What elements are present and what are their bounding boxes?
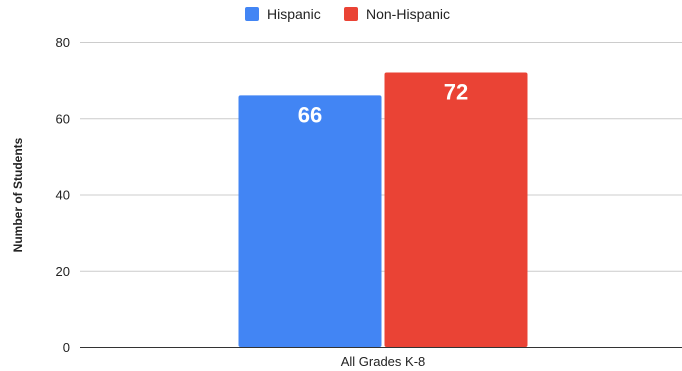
legend-swatch-hispanic [245,7,259,21]
y-axis-title: Number of Students [11,137,25,252]
y-tick-label: 20 [56,264,70,279]
bar-hispanic [238,95,382,347]
data-label-non-hispanic: 72 [444,80,468,105]
data-label-hispanic: 66 [298,102,322,127]
y-tick-label: 0 [63,340,70,355]
y-tick-label: 80 [56,35,70,50]
y-tick-label: 40 [56,188,70,203]
y-tick-label: 60 [56,111,70,126]
bars [238,72,528,347]
y-tick-labels: 0 20 40 60 80 [56,35,70,355]
data-labels: 66 72 [298,80,468,128]
legend-label-non-hispanic: Non-Hispanic [366,6,450,22]
legend-swatch-non-hispanic [344,7,358,21]
legend: Hispanic Non-Hispanic [245,6,450,22]
bar-non-hispanic [384,72,528,347]
x-category-label: All Grades K-8 [341,354,426,369]
legend-label-hispanic: Hispanic [267,6,321,22]
